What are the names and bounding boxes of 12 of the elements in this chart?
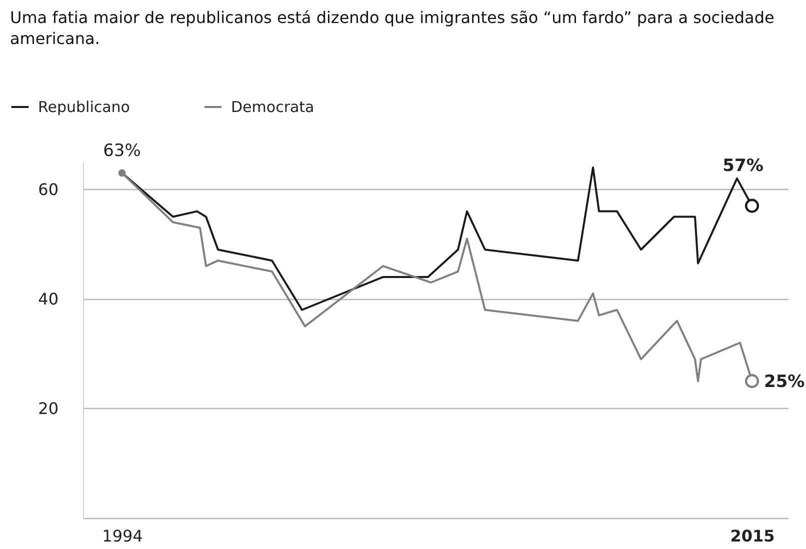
legend-label: Democrata: [231, 98, 314, 116]
x-tick-label: 1994: [102, 526, 143, 546]
data-label: 63%: [103, 140, 141, 161]
data-label: 25%: [764, 372, 805, 392]
x-tick-label: 2015: [730, 526, 775, 546]
y-tick-label: 60: [38, 180, 58, 199]
y-tick-label: 40: [38, 289, 58, 308]
y-tick-label: 20: [38, 398, 58, 418]
data-label: 57%: [722, 156, 764, 176]
point: [744, 198, 760, 213]
chart-title: Uma fatia maior de republicanos está dizendo que imigrantes são “um fardo” para a sociedade americana.: [10, 8, 774, 48]
legend-label: Republicano: [38, 98, 130, 116]
